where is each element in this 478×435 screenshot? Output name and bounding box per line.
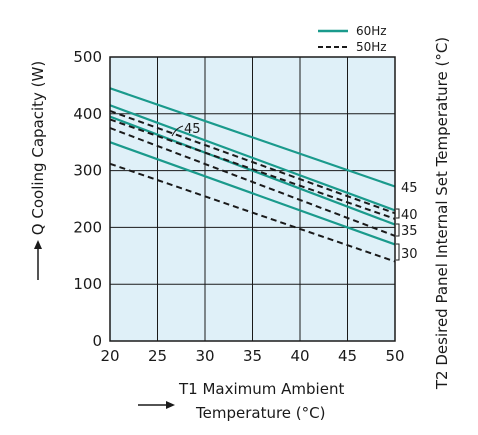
bracket-35 [396, 223, 400, 237]
x-tick-label: 30 [195, 347, 214, 365]
series-line-60hz-t2-30 [109, 141, 396, 246]
y-tick-label: 200 [73, 218, 102, 236]
y-tick-label: 300 [73, 162, 102, 180]
y2-axis-title: T2 Desired Panel Internal Set Temperatur… [433, 37, 451, 390]
x-tick-label: 50 [385, 347, 404, 365]
x-axis-title-line2: Temperature (°C) [195, 404, 325, 422]
series-line-50hz-t2-45 [109, 110, 396, 215]
x-tick-label: 25 [148, 347, 167, 365]
curve-label-leader [171, 125, 184, 137]
series-lines [109, 87, 396, 263]
x-tick-label: 40 [290, 347, 309, 365]
x-tick-label: 20 [100, 347, 119, 365]
x-tick-label: 35 [243, 347, 262, 365]
series-line-60hz-t2-45 [109, 87, 396, 188]
x-tick-label: 45 [338, 347, 357, 365]
right-label-40: 40 [401, 208, 418, 223]
series-line-50hz-t2-40 [109, 118, 396, 220]
bracket-30 [396, 243, 400, 261]
y-tick-label: 400 [73, 105, 102, 123]
curve-label-45: 45 [184, 122, 201, 137]
bracket-40 [396, 208, 400, 219]
right-label-35: 35 [401, 224, 418, 239]
right-label-30: 30 [401, 247, 418, 262]
series-line-60hz-t2-40 [109, 104, 396, 212]
legend-60hz-label: 60Hz [356, 24, 387, 38]
x-axis-title-line1: T1 Maximum Ambient [178, 380, 344, 398]
series-line-50hz-t2-35 [109, 127, 396, 237]
y-tick-label: 0 [92, 332, 102, 350]
x-axis-arrow [138, 401, 175, 409]
right-label-45: 45 [401, 181, 418, 196]
series-line-60hz-t2-35 [109, 115, 396, 226]
series-line-50hz-t2-30 [109, 162, 396, 263]
y-tick-label: 500 [73, 48, 102, 66]
y-tick-label: 100 [73, 275, 102, 293]
y-axis-title: Q Cooling Capacity (W) [29, 61, 47, 235]
legend-50hz-label: 50Hz [356, 40, 387, 54]
y-axis-arrow [34, 240, 42, 280]
plot-frame [109, 56, 396, 342]
legend: 60Hz 50Hz [318, 24, 387, 54]
